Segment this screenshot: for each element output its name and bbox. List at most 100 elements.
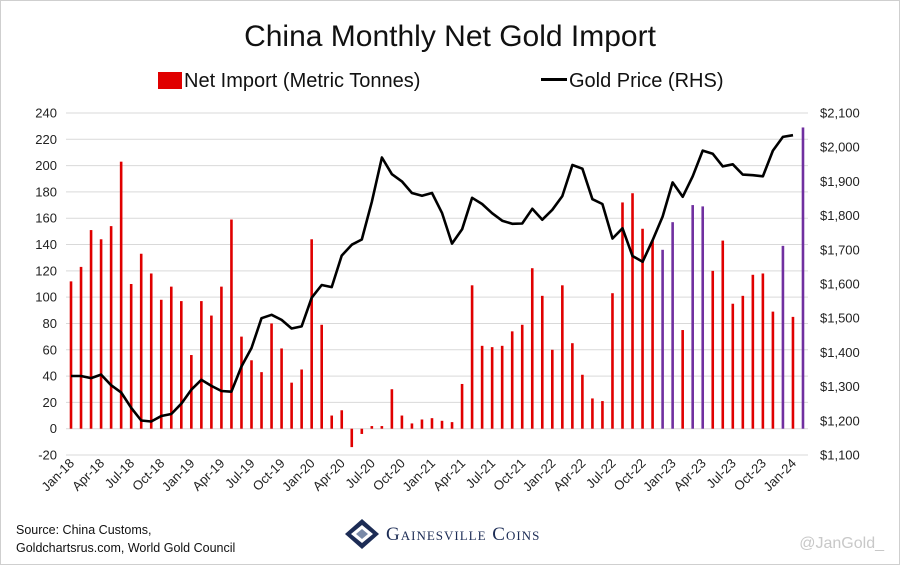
bar-66 [731, 303, 735, 429]
x-tick-12: Jan-21 [399, 456, 438, 495]
bar-70 [771, 311, 775, 429]
bar-35 [420, 419, 424, 429]
bar-73 [801, 127, 805, 429]
bar-69 [761, 273, 765, 429]
x-tick-9: Apr-20 [310, 456, 348, 494]
bar-41 [480, 345, 484, 429]
x-tick-21: Apr-23 [671, 456, 709, 494]
brand-name: Gainesville Coins [386, 524, 541, 545]
y-tick-left-4: 60 [43, 342, 57, 357]
bar-54 [611, 293, 614, 429]
x-tick-1: Apr-18 [69, 456, 107, 494]
bar-21 [280, 348, 283, 429]
bar-4 [109, 226, 113, 429]
bar-19 [260, 372, 263, 429]
bar-48 [551, 349, 554, 429]
bar-5 [119, 161, 123, 429]
bar-17 [240, 336, 243, 429]
x-tick-13: Apr-21 [430, 456, 468, 494]
bar-47 [540, 295, 544, 429]
bar-23 [300, 369, 303, 429]
bar-58 [651, 240, 654, 429]
bar-2 [89, 230, 93, 429]
x-tick-24: Jan-24 [760, 456, 799, 495]
bar-55 [621, 202, 624, 429]
bar-3 [99, 239, 103, 429]
y-tick-right-4: $1,500 [820, 311, 860, 326]
y-tick-right-5: $1,600 [820, 277, 860, 292]
bar-0 [69, 281, 73, 429]
y-tick-right-3: $1,400 [820, 345, 860, 360]
y-tick-left-11: 200 [35, 158, 57, 173]
bar-27 [340, 410, 344, 429]
bar-40 [470, 285, 474, 429]
bar-8 [149, 273, 153, 429]
y-tick-left-3: 40 [43, 369, 57, 384]
bar-31 [380, 426, 384, 429]
bar-7 [139, 253, 143, 429]
legend-bar-label: Net Import (Metric Tonnes) [184, 70, 421, 92]
bar-25 [320, 324, 323, 429]
bar-36 [430, 418, 434, 429]
y-tick-left-10: 180 [35, 184, 57, 199]
source-note: Source: China Customs, Goldchartsrus.com… [16, 521, 235, 557]
bar-68 [751, 274, 755, 429]
bar-11 [180, 301, 183, 429]
x-tick-20: Jan-23 [640, 456, 679, 495]
bar-62 [691, 205, 694, 429]
bar-52 [591, 398, 594, 429]
x-tick-16: Jan-22 [520, 456, 559, 495]
bar-49 [561, 285, 564, 429]
x-tick-19: Oct-22 [610, 456, 648, 494]
y-tick-right-7: $1,800 [820, 208, 860, 223]
bar-29 [360, 428, 364, 434]
legend-line-label: Gold Price (RHS) [569, 70, 724, 92]
bar-20 [270, 323, 273, 429]
bar-9 [159, 299, 163, 429]
bar-32 [390, 389, 394, 429]
x-tick-8: Jan-20 [279, 456, 318, 495]
bar-61 [681, 330, 684, 429]
gold-price-line [71, 133, 794, 423]
bar-15 [220, 286, 223, 429]
bar-10 [169, 286, 173, 429]
x-tick-17: Apr-22 [550, 456, 588, 494]
bar-67 [741, 295, 745, 429]
bar-30 [370, 426, 374, 429]
bar-16 [230, 219, 233, 429]
x-tick-23: Oct-23 [731, 456, 769, 494]
bar-18 [250, 360, 253, 429]
x-tick-15: Oct-21 [490, 456, 528, 494]
bar-44 [510, 331, 514, 429]
y-tick-right-10: $2,100 [820, 106, 860, 121]
legend-line: Gold Price (RHS) [541, 70, 723, 93]
bar-33 [400, 415, 404, 429]
legend: Net Import (Metric Tonnes) Gold Price (R… [0, 70, 900, 100]
bar-26 [330, 415, 334, 429]
y-tick-right-6: $1,700 [820, 242, 860, 257]
bar-24 [310, 239, 313, 429]
y-tick-left-13: 240 [35, 106, 57, 121]
bar-42 [490, 347, 494, 429]
legend-bars: Net Import (Metric Tonnes) [158, 70, 420, 93]
bar-38 [450, 422, 454, 429]
y-tick-left-12: 220 [35, 132, 57, 147]
bar-39 [460, 383, 464, 429]
brand-mark-icon [345, 519, 379, 549]
y-tick-left-5: 80 [43, 316, 57, 331]
y-tick-right-8: $1,900 [820, 174, 860, 189]
bar-56 [631, 193, 634, 429]
source-line-1: Source: China Customs, [16, 523, 152, 537]
bar-46 [530, 268, 534, 429]
x-tick-3: Oct-18 [129, 456, 167, 494]
y-tick-left-6: 100 [35, 290, 57, 305]
bar-63 [701, 206, 705, 429]
bar-59 [661, 249, 664, 429]
bar-71 [781, 245, 785, 429]
bar-51 [581, 374, 584, 429]
x-tick-7: Oct-19 [250, 456, 288, 494]
bar-57 [641, 228, 644, 429]
bar-28 [350, 428, 354, 448]
bar-53 [601, 401, 604, 429]
legend-line-swatch [541, 78, 567, 81]
